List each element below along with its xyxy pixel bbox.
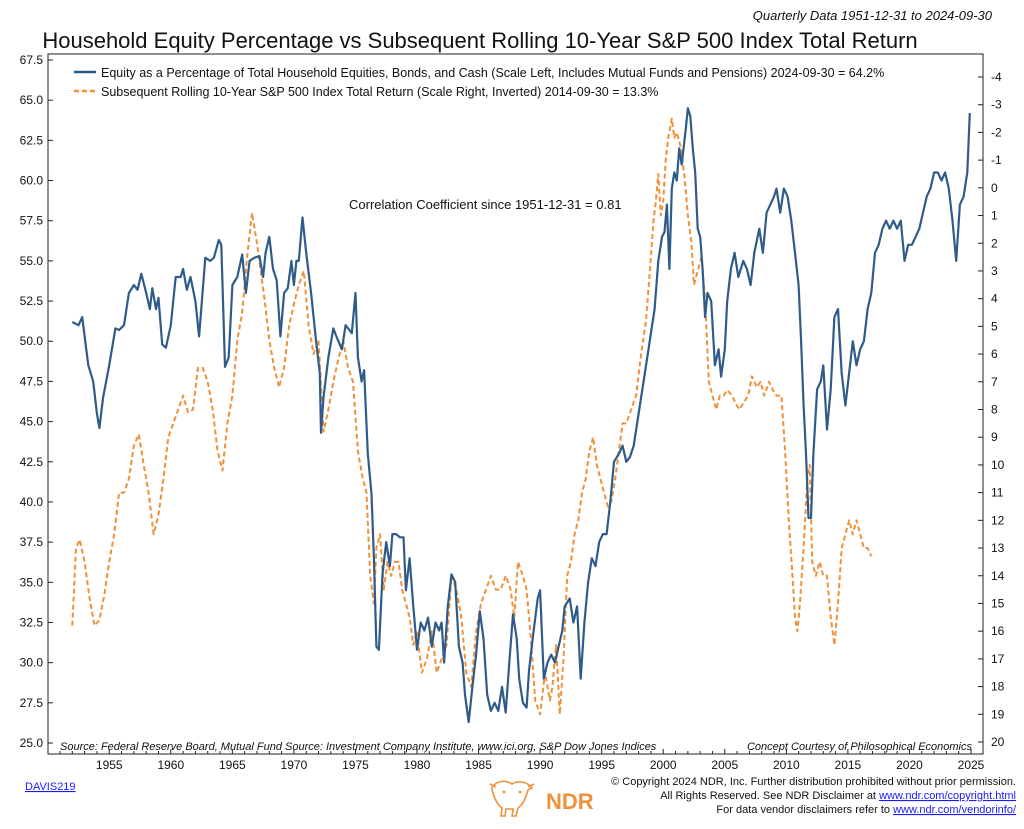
source-note: Source: Federal Reserve Board, Mutual Fu… (60, 741, 657, 753)
right-tick-label: 14 (991, 569, 1005, 583)
chart-title: Household Equity Percentage vs Subsequen… (42, 28, 917, 53)
right-tick-label: -4 (991, 70, 1002, 84)
ndr-logo-text: NDR (546, 789, 594, 814)
left-tick-label: 25.0 (20, 736, 44, 750)
bull-icon (489, 780, 535, 817)
correlation-annotation: Correlation Coefficient since 1951-12-31… (349, 197, 622, 212)
left-tick-label: 35.0 (20, 575, 44, 589)
x-tick-label: 1960 (157, 758, 184, 772)
x-tick-label: 1955 (96, 758, 123, 772)
date-range-label: Quarterly Data 1951-12-31 to 2024-09-30 (753, 8, 993, 23)
copyright-line-3-text: For data vendor disclaimers refer to (716, 804, 893, 816)
right-tick-label: 16 (991, 624, 1005, 638)
x-tick-label: 1990 (527, 758, 554, 772)
x-tick-label: 2020 (896, 758, 923, 772)
right-tick-label: 1 (991, 209, 998, 223)
right-tick-label: 13 (991, 541, 1005, 555)
right-tick-label: 11 (991, 486, 1004, 500)
left-tick-label: 57.5 (20, 214, 44, 228)
copyright-line-1: © Copyright 2024 NDR, Inc. Further distr… (611, 776, 1016, 788)
copyright-line-2: All Rights Reserved. See NDR Disclaimer … (660, 790, 1016, 802)
right-tick-label: 7 (991, 375, 998, 389)
concept-note: Concept Courtesy of Philosophical Econom… (747, 741, 973, 753)
x-tick-label: 1995 (588, 758, 615, 772)
x-tick-label: 1980 (404, 758, 431, 772)
plot-frame (47, 53, 984, 755)
copyright-line-2-text: All Rights Reserved. See NDR Disclaimer … (660, 790, 879, 802)
right-tick-label: 10 (991, 458, 1005, 472)
right-tick-label: 17 (991, 652, 1005, 666)
right-tick-label: 19 (991, 707, 1005, 721)
series-layer (71, 107, 971, 724)
legend: Equity as a Percentage of Total Househol… (74, 66, 884, 99)
right-tick-label: 15 (991, 596, 1005, 610)
right-tick-label: 20 (991, 735, 1005, 749)
left-tick-label: 27.5 (20, 696, 44, 710)
right-tick-label: 8 (991, 403, 998, 417)
left-tick-label: 40.0 (20, 495, 44, 509)
x-tick-label: 2000 (650, 758, 677, 772)
left-tick-label: 32.5 (20, 615, 44, 629)
right-tick-label: 9 (991, 430, 998, 444)
x-tick-label: 1965 (219, 758, 246, 772)
x-tick-label: 2015 (835, 758, 862, 772)
x-tick-label: 1970 (281, 758, 308, 772)
left-axis: 25.0 27.5 30.0 32.5 35.0 37.5 40.0 42.5 45.0 47.5… (20, 53, 53, 750)
series-line-equity-percentage (71, 107, 971, 724)
x-tick-label: 1985 (465, 758, 492, 772)
right-tick-label: 12 (991, 513, 1005, 527)
right-tick-label: 6 (991, 347, 998, 361)
vendorinfo-link[interactable]: www.ndr.com/vendorinfo/ (892, 804, 1017, 816)
right-tick-label: 2 (991, 236, 998, 250)
copyright-line-3: For data vendor disclaimers refer to www… (716, 804, 1017, 816)
copyright-link[interactable]: www.ndr.com/copyright.html (878, 790, 1016, 802)
legend-label-equity: Equity as a Percentage of Total Househol… (101, 66, 884, 80)
chart-id-link[interactable]: DAVIS219 (25, 781, 76, 793)
x-tick-label: 2025 (958, 758, 985, 772)
right-tick-label: -3 (991, 98, 1002, 112)
x-tick-label: 2005 (711, 758, 738, 772)
right-tick-label: -1 (991, 153, 1002, 167)
left-tick-label: 50.0 (20, 334, 44, 348)
right-tick-label: 18 (991, 680, 1005, 694)
left-tick-label: 30.0 (20, 656, 44, 670)
left-tick-label: 62.5 (20, 133, 44, 147)
left-tick-label: 37.5 (20, 535, 44, 549)
ndr-logo: NDR (489, 780, 594, 817)
legend-label-return: Subsequent Rolling 10-Year S&P 500 Index… (101, 85, 658, 99)
x-tick-label: 2010 (773, 758, 800, 772)
series-line-rolling-return (71, 117, 873, 716)
left-tick-label: 65.0 (20, 93, 44, 107)
left-tick-label: 67.5 (20, 53, 44, 67)
right-tick-label: 4 (991, 292, 998, 306)
x-tick-label: 1975 (342, 758, 369, 772)
right-tick-label: 3 (991, 264, 998, 278)
left-tick-label: 55.0 (20, 254, 44, 268)
right-tick-label: 0 (991, 181, 998, 195)
left-tick-label: 52.5 (20, 294, 44, 308)
left-tick-label: 60.0 (20, 174, 44, 188)
right-tick-label: -2 (991, 125, 1002, 139)
left-tick-label: 45.0 (20, 415, 44, 429)
left-tick-label: 47.5 (20, 374, 44, 388)
left-tick-label: 42.5 (20, 455, 44, 469)
right-tick-label: 5 (991, 319, 998, 333)
x-axis: 1955 1960 1965 1970 1975 1980 1985 1990 1995 2000… (59, 749, 985, 772)
